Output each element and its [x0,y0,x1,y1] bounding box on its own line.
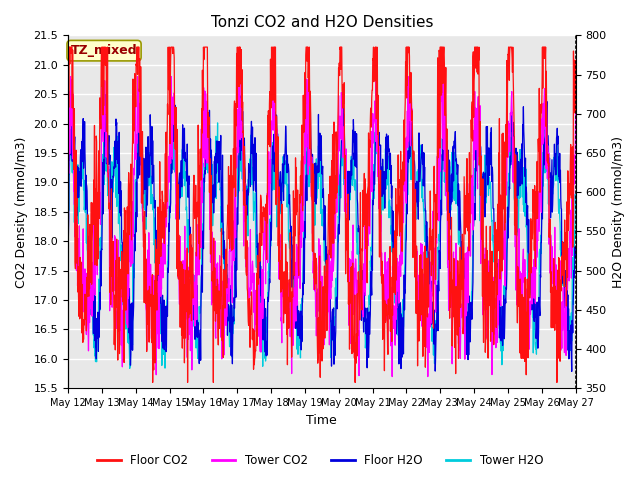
X-axis label: Time: Time [307,414,337,427]
Legend: Floor CO2, Tower CO2, Floor H2O, Tower H2O: Floor CO2, Tower CO2, Floor H2O, Tower H… [92,449,548,472]
Y-axis label: H2O Density (mmol/m3): H2O Density (mmol/m3) [612,136,625,288]
Title: Tonzi CO2 and H2O Densities: Tonzi CO2 and H2O Densities [211,15,433,30]
Text: TZ_mixed: TZ_mixed [71,44,138,57]
Y-axis label: CO2 Density (mmol/m3): CO2 Density (mmol/m3) [15,136,28,288]
